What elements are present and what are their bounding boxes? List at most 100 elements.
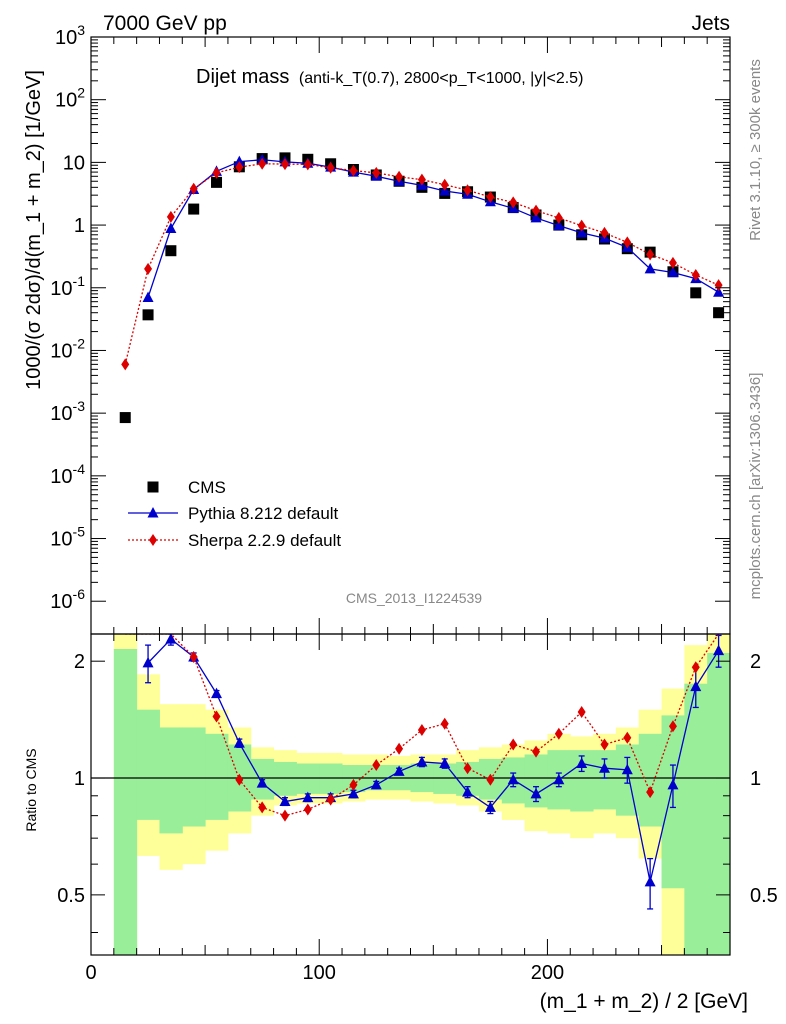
cms-point <box>713 307 725 319</box>
x-tick-label: 100 <box>303 962 336 984</box>
sherpa-point <box>166 210 175 223</box>
sherpa-ratio-point <box>440 717 449 730</box>
green-band-bin <box>570 750 594 812</box>
analysis-watermark: CMS_2013_I1224539 <box>346 590 482 606</box>
cms-point <box>690 287 702 299</box>
sherpa-ratio-point <box>463 762 472 775</box>
sherpa-ratio-point <box>646 786 655 799</box>
x-axis-title: (m_1 + m_2) / 2 [GeV] <box>540 990 748 1013</box>
pythia-ratio-point <box>302 791 314 803</box>
pythia-ratio-point <box>256 777 268 788</box>
ratio-y-tick-label: 0.5 <box>57 885 85 907</box>
sherpa-ratio-point <box>417 723 426 736</box>
pythia-point <box>530 211 542 223</box>
pythia-point <box>713 286 725 297</box>
green-band-bin <box>684 683 708 955</box>
pythia-ratio-point <box>142 656 154 668</box>
legend: CMS Pythia 8.212 default Sherpa 2.2.9 defa… <box>128 478 341 550</box>
pythia-point <box>576 226 588 238</box>
legend-pythia-marker <box>147 507 159 518</box>
sherpa-ratio-point <box>326 793 335 806</box>
pythia-ratio-point <box>233 737 245 748</box>
ratio-y-tick-label-right: 2 <box>750 651 761 673</box>
pythia-ratio-point <box>576 757 588 769</box>
cms-point <box>165 245 177 257</box>
ratio-uncertainty-bands <box>91 634 731 955</box>
main-y-tick-label: 10-6 <box>50 586 85 613</box>
sherpa-point <box>463 184 472 197</box>
pythia-ratio-point <box>621 763 633 775</box>
ratio-y-tick-label: 2 <box>74 651 85 673</box>
main-y-tick-label: 10-2 <box>50 335 85 362</box>
sherpa-point <box>714 279 723 292</box>
sherpa-ratio-point <box>280 809 289 822</box>
green-band-bin <box>182 727 206 827</box>
main-frame <box>90 36 731 635</box>
sherpa-point <box>144 262 153 275</box>
green-band-bin <box>319 763 343 794</box>
pythia-ratio-point <box>690 680 702 692</box>
sherpa-point <box>486 191 495 204</box>
main-y-tick-label: 10-3 <box>50 398 85 425</box>
pythia-ratio-point <box>211 687 223 699</box>
sherpa-ratio-point <box>303 803 312 816</box>
sherpa-point <box>121 358 130 371</box>
pythia-point <box>142 291 154 302</box>
pythia-ratio-point <box>279 795 291 807</box>
sherpa-point <box>554 211 563 224</box>
legend-cms-marker <box>147 481 159 493</box>
cms-point <box>211 176 223 188</box>
pythia-ratio-point <box>462 786 474 797</box>
pythia-point <box>233 155 245 167</box>
sherpa-point <box>623 236 632 249</box>
pythia-ratio-point <box>667 778 679 790</box>
pythia-ratio-point <box>553 773 565 785</box>
sherpa-ratio-point <box>623 731 632 744</box>
green-band-bin <box>136 709 160 820</box>
sherpa-ratio-point <box>212 710 221 723</box>
sherpa-line <box>124 163 719 365</box>
main-y-tick-label: 102 <box>55 85 85 112</box>
ratio-clipped <box>125 634 725 910</box>
green-band-bin <box>524 754 548 808</box>
x-tick-label: 200 <box>531 962 564 984</box>
mcplots-label: mcplots.cern.ch [arXiv:1306.3436] <box>747 373 764 600</box>
sherpa-point <box>600 226 609 239</box>
ratio-y-tick-label-right: 0.5 <box>750 885 778 907</box>
legend-cms-label: CMS <box>188 478 226 497</box>
sherpa-point <box>280 158 289 171</box>
pythia-ratio-line <box>147 638 720 883</box>
legend-sherpa-label: Sherpa 2.2.9 default <box>188 531 341 550</box>
ratio-y-tick-label: 1 <box>74 768 85 790</box>
sherpa-ratio-point <box>372 759 381 772</box>
pythia-ratio-point <box>484 801 496 812</box>
sherpa-point <box>372 166 381 179</box>
sherpa-ratio-point <box>486 773 495 786</box>
sherpa-ratio-point <box>349 778 358 791</box>
green-band-bin <box>638 733 663 827</box>
main-y-tick-label: 10 <box>63 152 85 174</box>
plot-title-sub: (anti-k_T(0.7), 2800<p_T<1000, |y|<2.5) <box>299 70 583 87</box>
sherpa-point <box>417 173 426 186</box>
ratio-y-tick-label-right: 1 <box>750 768 761 790</box>
sherpa-point <box>440 178 449 191</box>
ratio-ylabel: Ratio to CMS <box>23 748 39 831</box>
pythia-ratio-point <box>347 787 359 799</box>
plot-title-main: Dijet mass <box>196 66 289 88</box>
header-left: 7000 GeV pp <box>103 12 227 35</box>
pythia-ratio-point <box>598 762 610 773</box>
sherpa-point <box>303 158 312 171</box>
x-tick-label: 0 <box>85 962 96 984</box>
sherpa-ratio-point <box>258 801 267 814</box>
green-band-bin <box>593 750 617 810</box>
sherpa-point <box>509 196 518 209</box>
pythia-ratio-point <box>370 778 382 790</box>
plot-title: Dijet mass (anti-k_T(0.7), 2800<p_T<1000… <box>196 66 583 88</box>
sherpa-point <box>577 219 586 232</box>
main-y-tick-label: 10-1 <box>50 273 85 300</box>
legend-sherpa-marker <box>149 534 157 546</box>
pythia-ratio-point <box>713 644 725 656</box>
sherpa-ratio-point <box>532 745 541 758</box>
pythia-ratio-point <box>416 755 428 767</box>
sherpa-ratio-point <box>235 773 244 786</box>
